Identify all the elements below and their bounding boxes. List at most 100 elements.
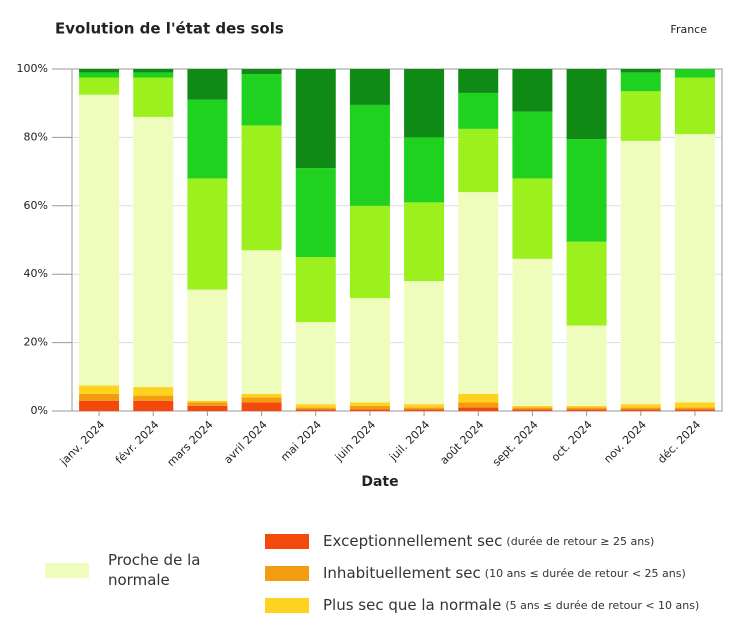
bar-segment	[404, 202, 445, 282]
bar-segment	[512, 407, 553, 410]
bar-segment	[566, 405, 607, 408]
bar-segment	[187, 400, 228, 403]
y-tick-label: 100%	[17, 62, 48, 75]
bar-segment	[79, 400, 120, 411]
bar-segment	[241, 393, 282, 398]
bar-segment	[620, 407, 661, 410]
x-tick-label: juin 2024	[332, 418, 378, 464]
chart-title: Evolution de l'état des sols	[55, 20, 284, 38]
x-tick-label: oct. 2024	[549, 418, 595, 464]
x-tick-label: janv. 2024	[57, 418, 108, 469]
bar-segment	[133, 77, 174, 117]
x-tick-label: nov. 2024	[601, 418, 649, 466]
bar-segment	[79, 94, 120, 386]
bar-segment	[79, 393, 120, 401]
chart: Evolution de l'état des sols France Date…	[17, 20, 723, 490]
bar-segment	[458, 128, 499, 193]
bar-segment	[566, 409, 607, 411]
x-tick-label: déc. 2024	[655, 418, 703, 466]
bar-segment	[133, 387, 174, 396]
bar-segment	[295, 257, 336, 323]
x-tick-label: mars 2024	[165, 418, 216, 469]
bar-segment	[566, 139, 607, 242]
bar-segment	[295, 409, 336, 411]
bar-segment	[349, 104, 390, 206]
x-tick-label: juil. 2024	[386, 418, 432, 464]
bar-segment	[79, 72, 120, 78]
x-tick-label: sept. 2024	[490, 418, 541, 469]
bar-segment	[566, 69, 607, 140]
legend-detail: (10 ans ≤ durée de retour < 25 ans)	[484, 566, 686, 580]
bar-segment	[674, 77, 715, 134]
y-tick-label: 80%	[24, 130, 48, 143]
x-tick-label: févr. 2024	[113, 418, 162, 467]
legend-label: Exceptionnellement sec	[323, 532, 503, 550]
bar-segment	[404, 404, 445, 408]
bar-segment	[512, 409, 553, 411]
bar-segment	[187, 402, 228, 406]
bar-segment	[241, 125, 282, 251]
bar-segment	[349, 298, 390, 403]
bar-segment	[620, 69, 661, 73]
bar-segment	[620, 72, 661, 92]
bar-segment	[566, 407, 607, 410]
legend-swatch	[45, 562, 89, 578]
bar-segment	[620, 91, 661, 141]
x-tick-label: août 2024	[438, 418, 487, 467]
bar-segment	[674, 133, 715, 403]
plot-frame	[71, 68, 723, 412]
legend-label: Inhabituellement sec	[323, 564, 481, 582]
bar-segment	[241, 74, 282, 126]
bar-segment	[79, 69, 120, 73]
bar-segment	[79, 77, 120, 95]
y-tick-label: 20%	[24, 336, 48, 349]
bar-segment	[512, 258, 553, 406]
bar-segment	[620, 409, 661, 411]
legend-detail: (5 ans ≤ durée de retour < 10 ans)	[505, 598, 700, 612]
legend-detail: (durée de retour ≥ 25 ans)	[506, 534, 655, 548]
bar-segment	[674, 402, 715, 408]
bar-segment	[295, 322, 336, 405]
bar-segment	[349, 405, 390, 410]
bar-segment	[458, 69, 499, 93]
bar-segment	[187, 178, 228, 290]
bar-segment	[674, 409, 715, 411]
bar-segment	[404, 407, 445, 410]
bar-segment	[295, 407, 336, 410]
bar-segment	[674, 69, 715, 78]
bar-segment	[458, 393, 499, 403]
bar-segment	[512, 69, 553, 112]
bar-segment	[295, 168, 336, 258]
bar-segment	[187, 289, 228, 401]
bar-segment	[566, 241, 607, 326]
bar-segment	[349, 402, 390, 406]
legend-label: Proche de la normale	[108, 551, 201, 589]
y-tick-label: 0%	[31, 404, 48, 417]
bar-segment	[133, 400, 174, 411]
bar-segment	[349, 69, 390, 105]
bar-segment	[458, 92, 499, 129]
bar-segment	[404, 69, 445, 138]
bar-segment	[241, 402, 282, 411]
bar-segment	[512, 405, 553, 408]
bar-segment	[404, 137, 445, 203]
x-tick-label: mai 2024	[278, 418, 324, 464]
bar-segment	[512, 178, 553, 259]
y-tick-label: 40%	[24, 267, 48, 280]
bar-segment	[295, 69, 336, 169]
bar-segment	[458, 192, 499, 394]
bar-segment	[458, 402, 499, 408]
legend-item: Inhabituellement sec (10 ans ≤ durée de r…	[265, 564, 686, 582]
legend-item: Exceptionnellement sec (durée de retour ≥…	[265, 532, 654, 550]
chart-subtitle: France	[670, 23, 707, 36]
x-axis-label: Date	[361, 474, 398, 490]
legend-item: Proche de la normale	[45, 550, 208, 590]
bar-segment	[404, 281, 445, 405]
bar-segment	[79, 385, 120, 394]
legend-swatch	[265, 597, 309, 613]
legend-swatch	[265, 565, 309, 581]
bar-segment	[241, 250, 282, 394]
bar-segment	[133, 116, 174, 388]
bar-segment	[620, 404, 661, 408]
